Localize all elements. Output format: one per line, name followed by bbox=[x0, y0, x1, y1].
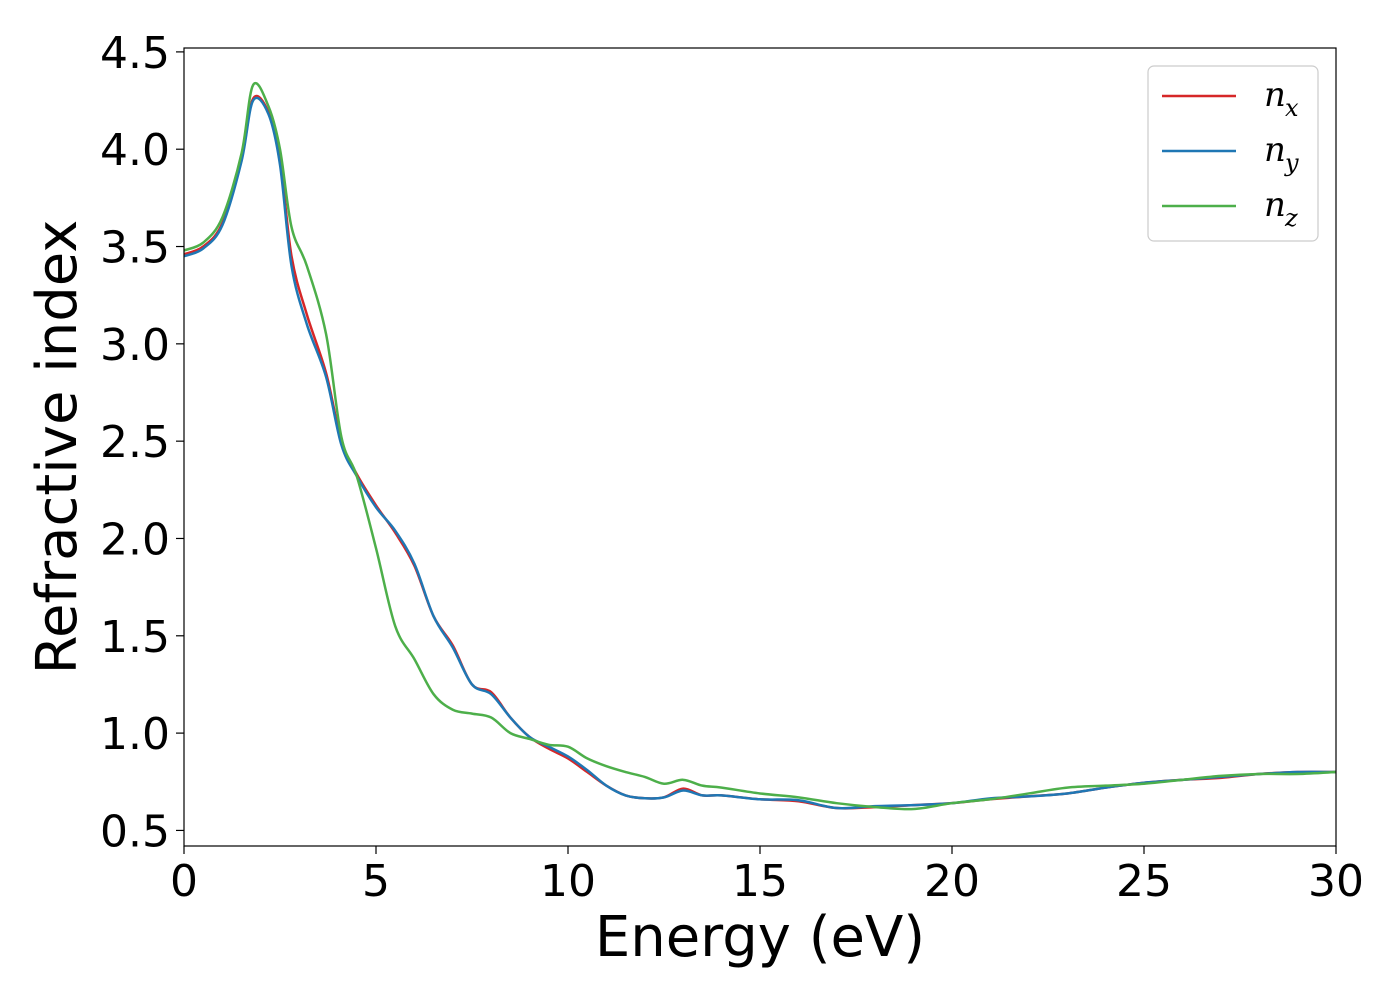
series-line-n-y bbox=[184, 96, 1336, 810]
x-tick-label: 30 bbox=[1308, 856, 1364, 907]
y-axis-label: Refractive index bbox=[25, 220, 90, 675]
series-layer bbox=[184, 81, 1336, 811]
legend-subscript-x: x bbox=[1285, 94, 1299, 122]
series-line-n-z bbox=[184, 81, 1336, 811]
legend-label-z: n bbox=[1264, 185, 1286, 225]
x-tick-label: 20 bbox=[924, 856, 980, 907]
y-tick-label: 2.0 bbox=[100, 514, 170, 565]
y-tick-label: 0.5 bbox=[100, 806, 170, 857]
x-axis-label: Energy (eV) bbox=[595, 905, 925, 970]
legend-label-y: n bbox=[1264, 130, 1286, 170]
y-tick-label: 1.5 bbox=[100, 612, 170, 663]
legend-label-x: n bbox=[1264, 75, 1286, 115]
x-tick-label: 15 bbox=[732, 856, 788, 907]
legend-subscript-y: y bbox=[1284, 149, 1299, 177]
legend-subscript-z: z bbox=[1284, 204, 1298, 232]
y-tick-label: 3.5 bbox=[100, 223, 170, 274]
x-tick-label: 25 bbox=[1116, 856, 1172, 907]
y-tick-label: 1.0 bbox=[100, 709, 170, 760]
y-tick-label: 4.5 bbox=[100, 28, 170, 79]
legend: n xn yn z bbox=[1147, 65, 1319, 242]
x-tick-label: 5 bbox=[362, 856, 390, 907]
x-tick-label: 10 bbox=[540, 856, 596, 907]
legend-box bbox=[1147, 65, 1319, 242]
y-tick-label: 3.0 bbox=[100, 320, 170, 371]
axes-layer: 0 5 10 15 20 25 30 0.5 1.0 1.5 2.0 2.5 3.0 3.5 4.0 4.5 E… bbox=[25, 28, 1364, 970]
y-tick-label: 4.0 bbox=[100, 125, 170, 176]
x-tick-label: 0 bbox=[170, 856, 198, 907]
y-tick-label: 2.5 bbox=[100, 417, 170, 468]
